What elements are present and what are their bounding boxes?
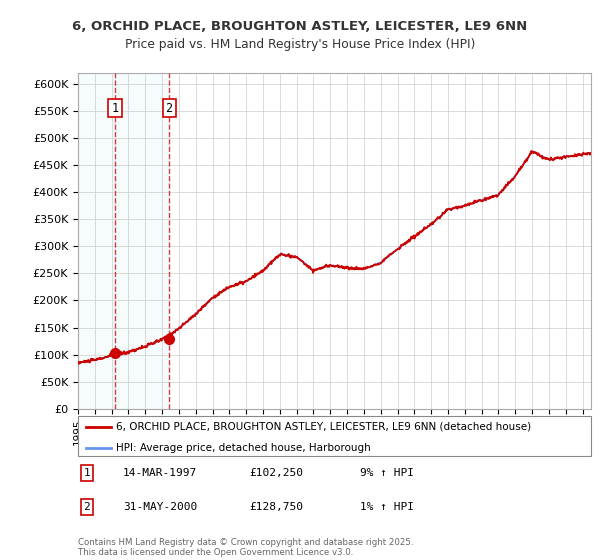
Text: £102,250: £102,250 <box>249 468 303 478</box>
Text: 1: 1 <box>83 468 91 478</box>
FancyBboxPatch shape <box>78 416 591 456</box>
Bar <box>115 73 169 409</box>
Text: 1: 1 <box>112 101 119 115</box>
Text: Contains HM Land Registry data © Crown copyright and database right 2025.
This d: Contains HM Land Registry data © Crown c… <box>78 538 413 557</box>
Text: £128,750: £128,750 <box>249 502 303 512</box>
Text: 6, ORCHID PLACE, BROUGHTON ASTLEY, LEICESTER, LE9 6NN: 6, ORCHID PLACE, BROUGHTON ASTLEY, LEICE… <box>73 20 527 32</box>
Text: HPI: Average price, detached house, Harborough: HPI: Average price, detached house, Harb… <box>116 442 371 452</box>
Text: 9% ↑ HPI: 9% ↑ HPI <box>360 468 414 478</box>
Text: 2: 2 <box>166 101 173 115</box>
Bar <box>78 73 115 409</box>
Text: 6, ORCHID PLACE, BROUGHTON ASTLEY, LEICESTER, LE9 6NN (detached house): 6, ORCHID PLACE, BROUGHTON ASTLEY, LEICE… <box>116 422 532 432</box>
Text: 1% ↑ HPI: 1% ↑ HPI <box>360 502 414 512</box>
Text: 2: 2 <box>83 502 91 512</box>
Text: 31-MAY-2000: 31-MAY-2000 <box>123 502 197 512</box>
Text: 14-MAR-1997: 14-MAR-1997 <box>123 468 197 478</box>
Text: Price paid vs. HM Land Registry's House Price Index (HPI): Price paid vs. HM Land Registry's House … <box>125 38 475 50</box>
